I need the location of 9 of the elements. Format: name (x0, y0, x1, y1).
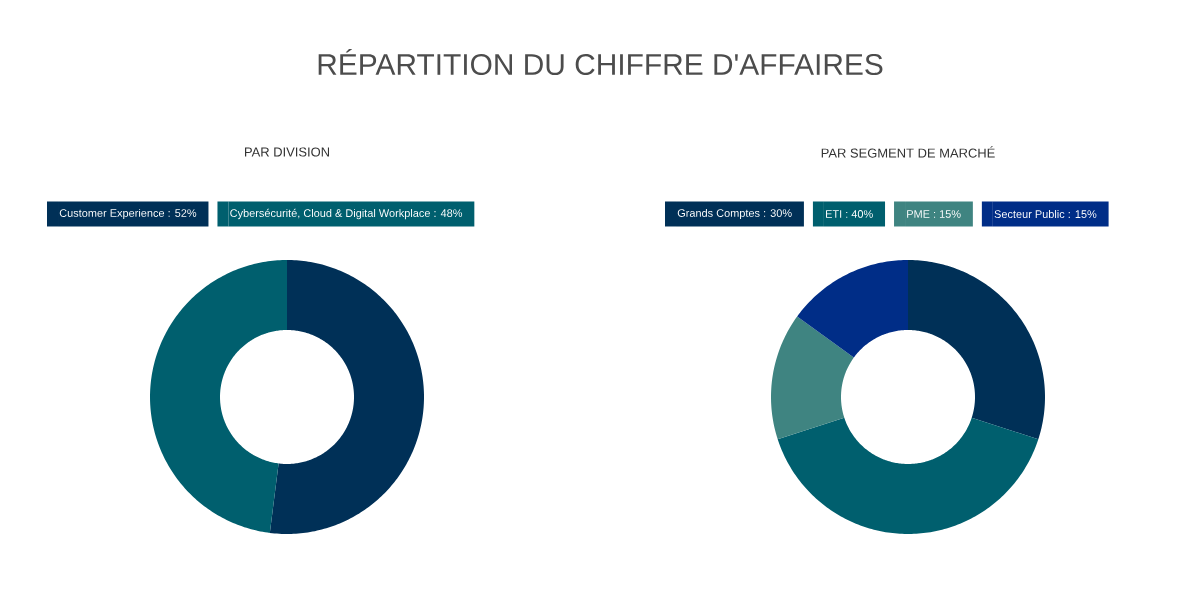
legend-label: PME : 15% (907, 210, 961, 218)
chart-subtitle: PAR SEGMENT DE MARCHÉ (821, 146, 995, 158)
legend-label: Cybersécurité, Cloud & Digital Workplace : 48% (230, 208, 463, 220)
legend-label: Secteur Public : 15% (994, 209, 1097, 219)
text: RÉPARTITION DU CHIFFRE D'AFFAIRES (318, 48, 883, 76)
legend-label: Customer Experience : 52% (59, 208, 197, 220)
legend-label: ETI : 40% (826, 210, 873, 218)
legend-label: Grands Comptes : 30% (677, 208, 792, 220)
chart-subtitle: PAR DIVISION (245, 147, 330, 157)
